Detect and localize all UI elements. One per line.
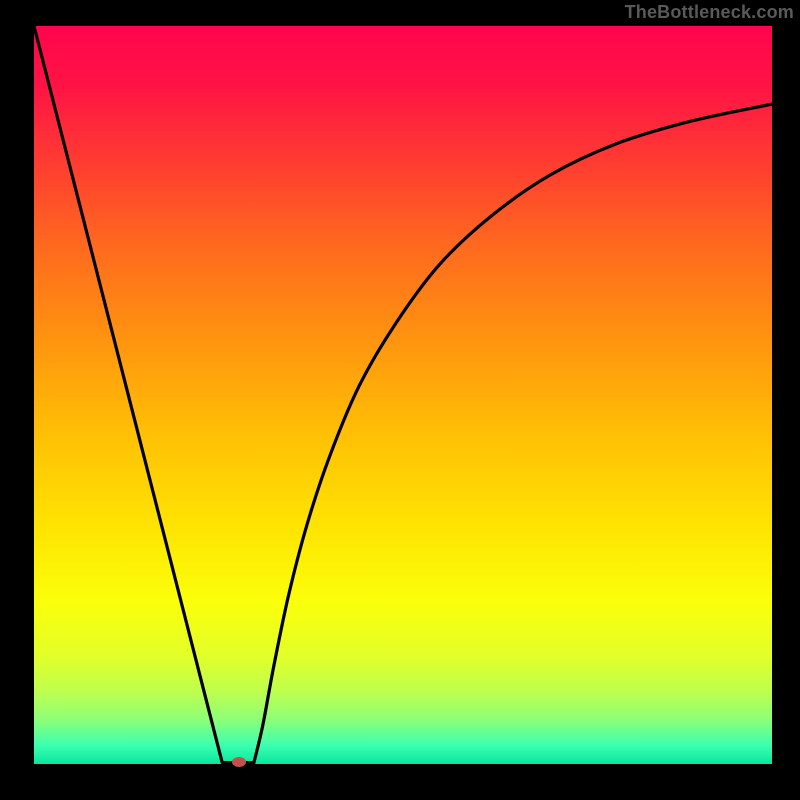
plot-area (34, 26, 772, 770)
optimum-marker (232, 757, 246, 767)
bottleneck-curve (34, 26, 772, 770)
watermark-text: TheBottleneck.com (625, 2, 794, 23)
